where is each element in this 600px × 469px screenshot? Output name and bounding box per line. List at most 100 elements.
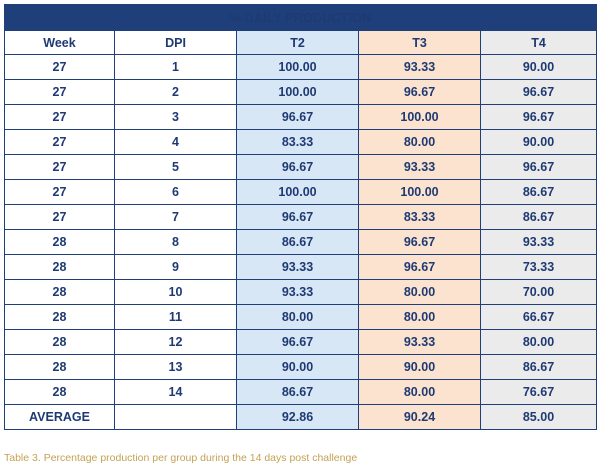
cell-week: 27 (4, 204, 115, 230)
cell-t3: 93.33 (358, 154, 481, 180)
table-body: 27 1 100.00 93.33 90.00 27 2 100.00 96.67 96.67 27… (4, 54, 598, 430)
cell-t4: 85.00 (479, 404, 598, 430)
cell-t2: 96.67 (236, 204, 359, 230)
cell-t2: 86.67 (236, 229, 359, 255)
cell-t2: 96.67 (236, 329, 359, 355)
cell-t3: 100.00 (358, 179, 481, 205)
cell-dpi: 6 (114, 179, 237, 205)
cell-t3: 93.33 (358, 329, 481, 355)
cell-t2: 96.67 (236, 104, 359, 130)
cell-t2: 90.00 (236, 354, 359, 380)
table-row: 28 13 90.00 90.00 86.67 (4, 354, 598, 380)
cell-t4: 66.67 (479, 304, 598, 330)
header-t2: T2 (236, 30, 359, 55)
cell-dpi: 10 (114, 279, 237, 305)
cell-week: 28 (4, 229, 115, 255)
cell-week: 27 (4, 54, 115, 80)
cell-week: 27 (4, 129, 115, 155)
table-row: 27 6 100.00 100.00 86.67 (4, 179, 598, 205)
table-row: 28 9 93.33 96.67 73.33 (4, 254, 598, 280)
cell-t3: 93.33 (358, 54, 481, 80)
cell-t3: 100.00 (358, 104, 481, 130)
cell-t4: 90.00 (479, 129, 598, 155)
cell-dpi: 11 (114, 304, 237, 330)
cell-t3: 90.24 (358, 404, 481, 430)
cell-t3: 80.00 (358, 304, 481, 330)
cell-t2: 93.33 (236, 279, 359, 305)
cell-t2: 100.00 (236, 54, 359, 80)
cell-t4: 96.67 (479, 104, 598, 130)
cell-dpi: 1 (114, 54, 237, 80)
cell-dpi: 7 (114, 204, 237, 230)
cell-week: 27 (4, 79, 115, 105)
header-t3: T3 (358, 30, 481, 55)
cell-week: 27 (4, 104, 115, 130)
production-table-container: % DAILY PRODUCTION Week DPI T2 T3 T4 27 1… (3, 4, 598, 430)
cell-week: 27 (4, 154, 115, 180)
cell-week: 28 (4, 304, 115, 330)
cell-dpi (114, 404, 237, 430)
cell-dpi: 14 (114, 379, 237, 405)
table-row: 27 1 100.00 93.33 90.00 (4, 54, 598, 80)
cell-t2: 92.86 (236, 404, 359, 430)
cell-dpi: 9 (114, 254, 237, 280)
table-row: 27 4 83.33 80.00 90.00 (4, 129, 598, 155)
cell-dpi: 13 (114, 354, 237, 380)
header-week: Week (4, 30, 115, 55)
table-row: 28 12 96.67 93.33 80.00 (4, 329, 598, 355)
cell-t4: 96.67 (479, 79, 598, 105)
cell-t3: 90.00 (358, 354, 481, 380)
cell-t3: 83.33 (358, 204, 481, 230)
cell-dpi: 3 (114, 104, 237, 130)
cell-t4: 73.33 (479, 254, 598, 280)
table-row: 28 10 93.33 80.00 70.00 (4, 279, 598, 305)
cell-t2: 93.33 (236, 254, 359, 280)
cell-t4: 93.33 (479, 229, 598, 255)
cell-week: 28 (4, 279, 115, 305)
cell-week: 27 (4, 179, 115, 205)
cell-week: AVERAGE (4, 404, 115, 430)
cell-dpi: 2 (114, 79, 237, 105)
cell-t2: 96.67 (236, 154, 359, 180)
header-dpi: DPI (114, 30, 237, 55)
cell-t3: 80.00 (358, 379, 481, 405)
table-row: 27 5 96.67 93.33 96.67 (4, 154, 598, 180)
cell-t4: 70.00 (479, 279, 598, 305)
cell-t2: 80.00 (236, 304, 359, 330)
cell-week: 28 (4, 379, 115, 405)
cell-t4: 80.00 (479, 329, 598, 355)
cell-week: 28 (4, 254, 115, 280)
daily-production-table: % DAILY PRODUCTION Week DPI T2 T3 T4 27 1… (3, 4, 598, 430)
cell-t3: 96.67 (358, 229, 481, 255)
cell-t2: 100.00 (236, 79, 359, 105)
cell-t4: 96.67 (479, 154, 598, 180)
table-row: 27 2 100.00 96.67 96.67 (4, 79, 598, 105)
average-row: AVERAGE 92.86 90.24 85.00 (4, 404, 598, 430)
table-row: 27 3 96.67 100.00 96.67 (4, 104, 598, 130)
cell-week: 28 (4, 329, 115, 355)
cell-t3: 96.67 (358, 79, 481, 105)
cell-t4: 90.00 (479, 54, 598, 80)
table-row: 28 14 86.67 80.00 76.67 (4, 379, 598, 405)
table-row: 28 8 86.67 96.67 93.33 (4, 229, 598, 255)
cell-t3: 80.00 (358, 129, 481, 155)
cell-t4: 86.67 (479, 354, 598, 380)
cell-t4: 86.67 (479, 204, 598, 230)
cell-t4: 76.67 (479, 379, 598, 405)
table-caption: Table 3. Percentage production per group… (4, 452, 358, 464)
cell-t2: 86.67 (236, 379, 359, 405)
header-t4: T4 (479, 30, 598, 55)
cell-dpi: 4 (114, 129, 237, 155)
table-row: 28 11 80.00 80.00 66.67 (4, 304, 598, 330)
cell-t2: 100.00 (236, 179, 359, 205)
table-title: % DAILY PRODUCTION (3, 4, 598, 31)
cell-week: 28 (4, 354, 115, 380)
cell-t2: 83.33 (236, 129, 359, 155)
cell-dpi: 8 (114, 229, 237, 255)
cell-t3: 96.67 (358, 254, 481, 280)
cell-t3: 80.00 (358, 279, 481, 305)
table-row: 27 7 96.67 83.33 86.67 (4, 204, 598, 230)
cell-dpi: 12 (114, 329, 237, 355)
cell-dpi: 5 (114, 154, 237, 180)
cell-t4: 86.67 (479, 179, 598, 205)
